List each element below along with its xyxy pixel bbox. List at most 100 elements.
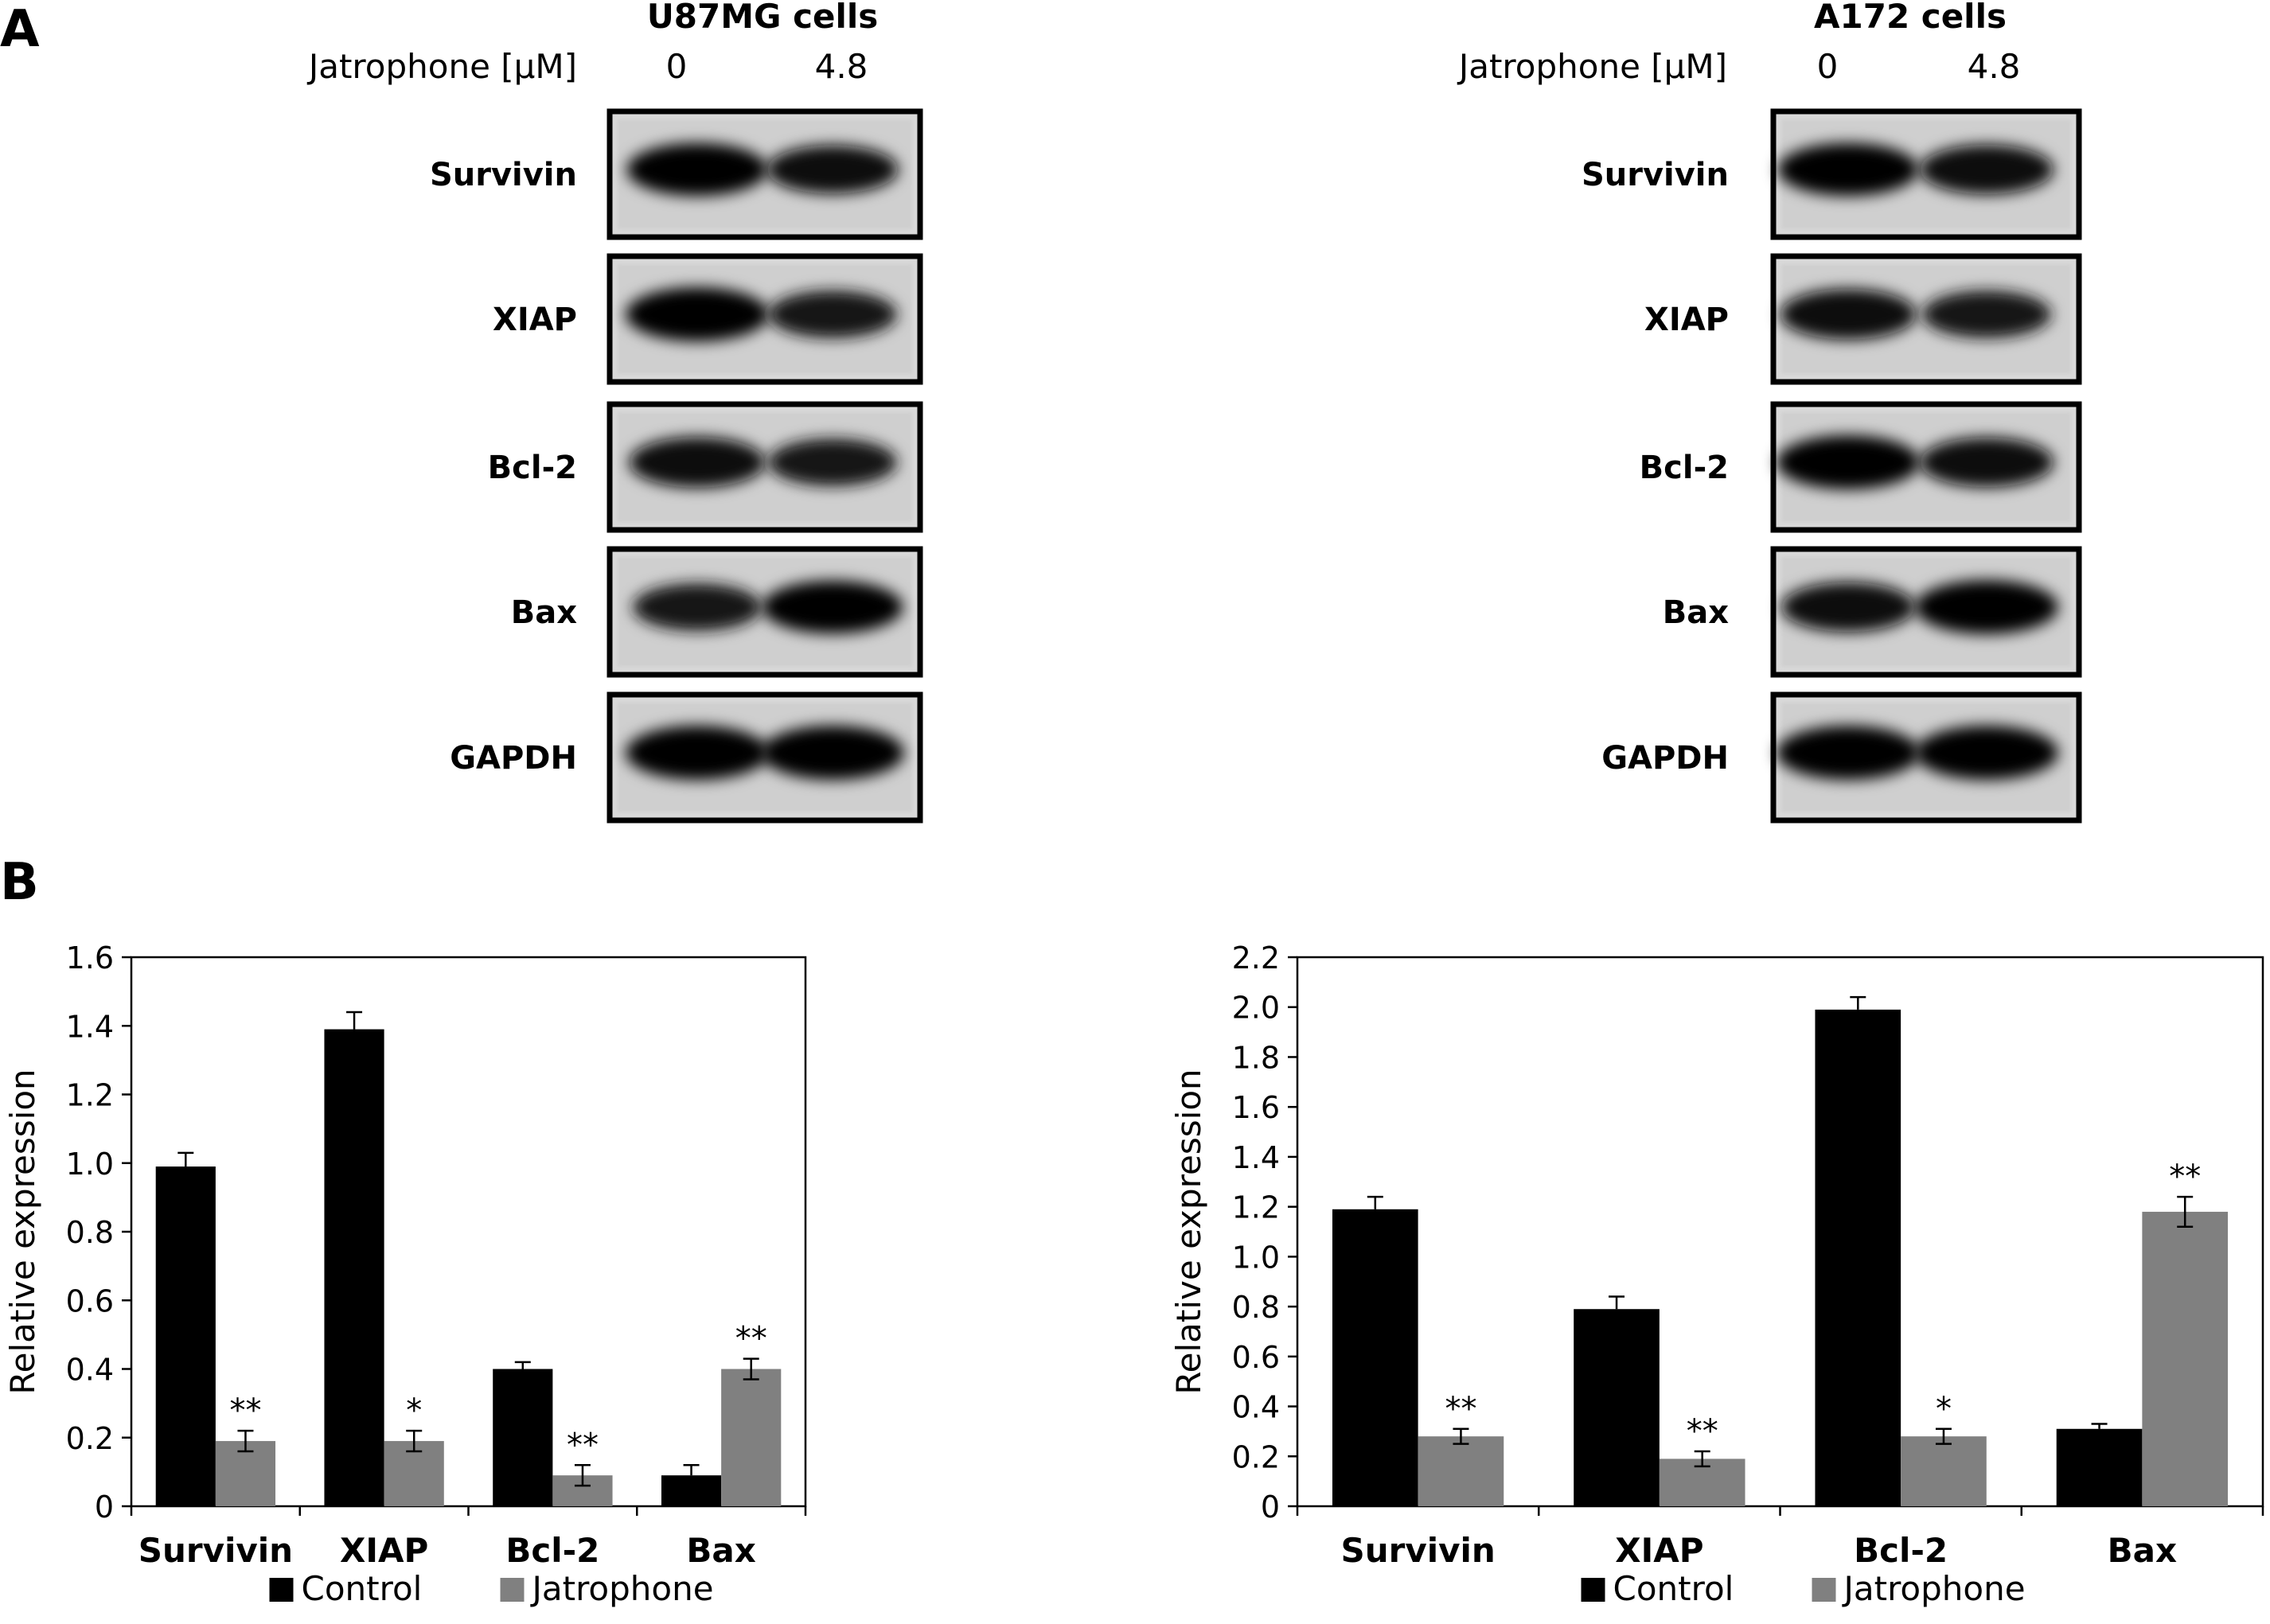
blot-row-gapdh: GAPDH xyxy=(450,691,923,824)
legend-label-control: Control xyxy=(1613,1569,1734,1608)
bar-control-bax xyxy=(661,1475,722,1506)
y-tick-label: 0 xyxy=(95,1490,114,1525)
legend-label-jatrophone: Jatrophone xyxy=(1842,1569,2026,1608)
treatment-label: Jatrophone [μM] xyxy=(306,47,577,86)
legend-swatch-control xyxy=(1581,1578,1605,1602)
y-tick-label: 2.0 xyxy=(1232,991,1280,1026)
band-lane-2 xyxy=(766,145,899,194)
y-tick-label: 0.4 xyxy=(66,1353,114,1388)
bar-control-survivin xyxy=(155,1166,216,1506)
blot-rows: Survivin XIAP Bcl-2 Bax GAPDH xyxy=(430,108,923,824)
dose-label-1: 4.8 xyxy=(1968,47,2021,86)
category-label: Bcl-2 xyxy=(1854,1531,1948,1570)
band-lane-2 xyxy=(1920,437,2054,488)
plot-frame xyxy=(1296,956,2264,1508)
y-axis-label: Relative expression xyxy=(3,1069,42,1394)
band-lane-1 xyxy=(1781,582,1915,633)
category-label: Bax xyxy=(686,1531,755,1570)
significance-marker: * xyxy=(406,1392,422,1429)
band-lane-1 xyxy=(629,437,766,488)
category-label: Bcl-2 xyxy=(505,1531,599,1570)
protein-label: Bax xyxy=(511,594,577,631)
y-tick-label: 1.0 xyxy=(1232,1240,1280,1275)
y-tick-label: 0.6 xyxy=(66,1283,114,1318)
legend-swatch-jatrophone xyxy=(1812,1578,1836,1602)
bar-control-xiap xyxy=(324,1029,384,1506)
blot-row-xiap: XIAP xyxy=(1644,253,2082,385)
bar-jatrophone-bcl-2 xyxy=(1901,1436,1987,1506)
bar-control-xiap xyxy=(1574,1309,1660,1506)
blot-row-gapdh: GAPDH xyxy=(1601,691,2082,824)
y-tick-label: 1.6 xyxy=(1232,1090,1280,1125)
treatment-label: Jatrophone [μM] xyxy=(1457,47,1727,86)
significance-marker: * xyxy=(1936,1391,1952,1427)
blot-title: A172 cells xyxy=(1814,0,2007,36)
category-label: XIAP xyxy=(1615,1531,1703,1570)
blot-title: U87MG cells xyxy=(647,0,879,36)
blot-row-survivin: Survivin xyxy=(430,108,923,240)
y-tick-label: 0.8 xyxy=(66,1215,114,1250)
y-tick-label: 2.2 xyxy=(1232,941,1280,976)
band-lane-2 xyxy=(768,438,897,486)
category-label: Survivin xyxy=(1340,1531,1495,1570)
blot-row-survivin: Survivin xyxy=(1582,108,2082,240)
y-tick-label: 1.8 xyxy=(1232,1040,1280,1075)
y-tick-label: 0 xyxy=(1261,1490,1280,1525)
blot-row-bcl-2: Bcl-2 xyxy=(1640,401,2082,533)
y-tick-label: 0.2 xyxy=(66,1421,114,1456)
category-label: XIAP xyxy=(340,1531,428,1570)
band-lane-1 xyxy=(633,583,762,631)
dose-label-1: 4.8 xyxy=(815,47,868,86)
band-lane-1 xyxy=(1777,435,1920,489)
y-tick-label: 1.4 xyxy=(66,1009,114,1044)
y-tick-label: 0.6 xyxy=(1232,1340,1280,1375)
y-tick-label: 1.6 xyxy=(66,941,114,976)
bar-jatrophone-survivin xyxy=(1418,1436,1504,1506)
y-tick-label: 0.4 xyxy=(1232,1390,1280,1425)
band-lane-1 xyxy=(626,726,769,780)
band-lane-1 xyxy=(626,142,768,197)
legend-label-control: Control xyxy=(302,1569,423,1608)
significance-marker: ** xyxy=(229,1392,261,1429)
protein-label: Survivin xyxy=(1582,157,1729,193)
y-tick-label: 1.2 xyxy=(66,1078,114,1113)
blot-row-bax: Bax xyxy=(1663,546,2082,678)
y-tick-label: 0.8 xyxy=(1232,1290,1280,1325)
panel-a-letter: A xyxy=(0,0,40,59)
western-blot-u87mg: U87MG cells Jatrophone [μM] 0 4.8 Surviv… xyxy=(306,0,923,824)
protein-label: XIAP xyxy=(1644,302,1729,338)
category-label: Bax xyxy=(2108,1531,2177,1570)
protein-label: Bcl-2 xyxy=(488,450,577,486)
band-lane-2 xyxy=(1915,580,2058,634)
bar-jatrophone-bax xyxy=(2142,1211,2229,1506)
protein-label: XIAP xyxy=(493,302,577,338)
dose-label-0: 0 xyxy=(1817,47,1839,86)
blot-row-bax: Bax xyxy=(511,546,923,678)
significance-marker: ** xyxy=(735,1321,767,1357)
band-lane-2 xyxy=(762,580,903,634)
band-lane-1 xyxy=(1780,289,1917,340)
blot-row-bcl-2: Bcl-2 xyxy=(488,401,923,533)
western-blot-a172: A172 cells Jatrophone [μM] 0 4.8 Survivi… xyxy=(1457,0,2082,824)
band-lane-2 xyxy=(761,726,904,780)
band-lane-2 xyxy=(1920,144,2054,195)
significance-marker: ** xyxy=(567,1427,599,1463)
blot-row-xiap: XIAP xyxy=(493,253,923,385)
protein-label: Bax xyxy=(1663,594,1729,631)
protein-label: GAPDH xyxy=(1601,740,1729,777)
band-lane-1 xyxy=(1777,726,1920,780)
blot-rows: Survivin XIAP Bcl-2 Bax GAPDH xyxy=(1582,108,2082,824)
significance-marker: ** xyxy=(1445,1391,1476,1427)
dose-label-0: 0 xyxy=(666,47,688,86)
protein-label: GAPDH xyxy=(450,740,577,777)
bar-chart-u87mg: 0 0.2 0.4 0.6 0.8 1.0 1.2 1.4 1.6 Relative expres… xyxy=(3,941,807,1608)
band-lane-2 xyxy=(1915,726,2058,780)
bar-jatrophone-bax xyxy=(721,1369,782,1506)
y-tick-label: 0.2 xyxy=(1232,1439,1280,1474)
band-lane-2 xyxy=(768,290,897,338)
y-tick-label: 1.2 xyxy=(1232,1190,1280,1225)
band-lane-1 xyxy=(1777,142,1919,197)
bar-control-survivin xyxy=(1332,1209,1418,1506)
bar-control-bax xyxy=(2056,1428,2143,1506)
